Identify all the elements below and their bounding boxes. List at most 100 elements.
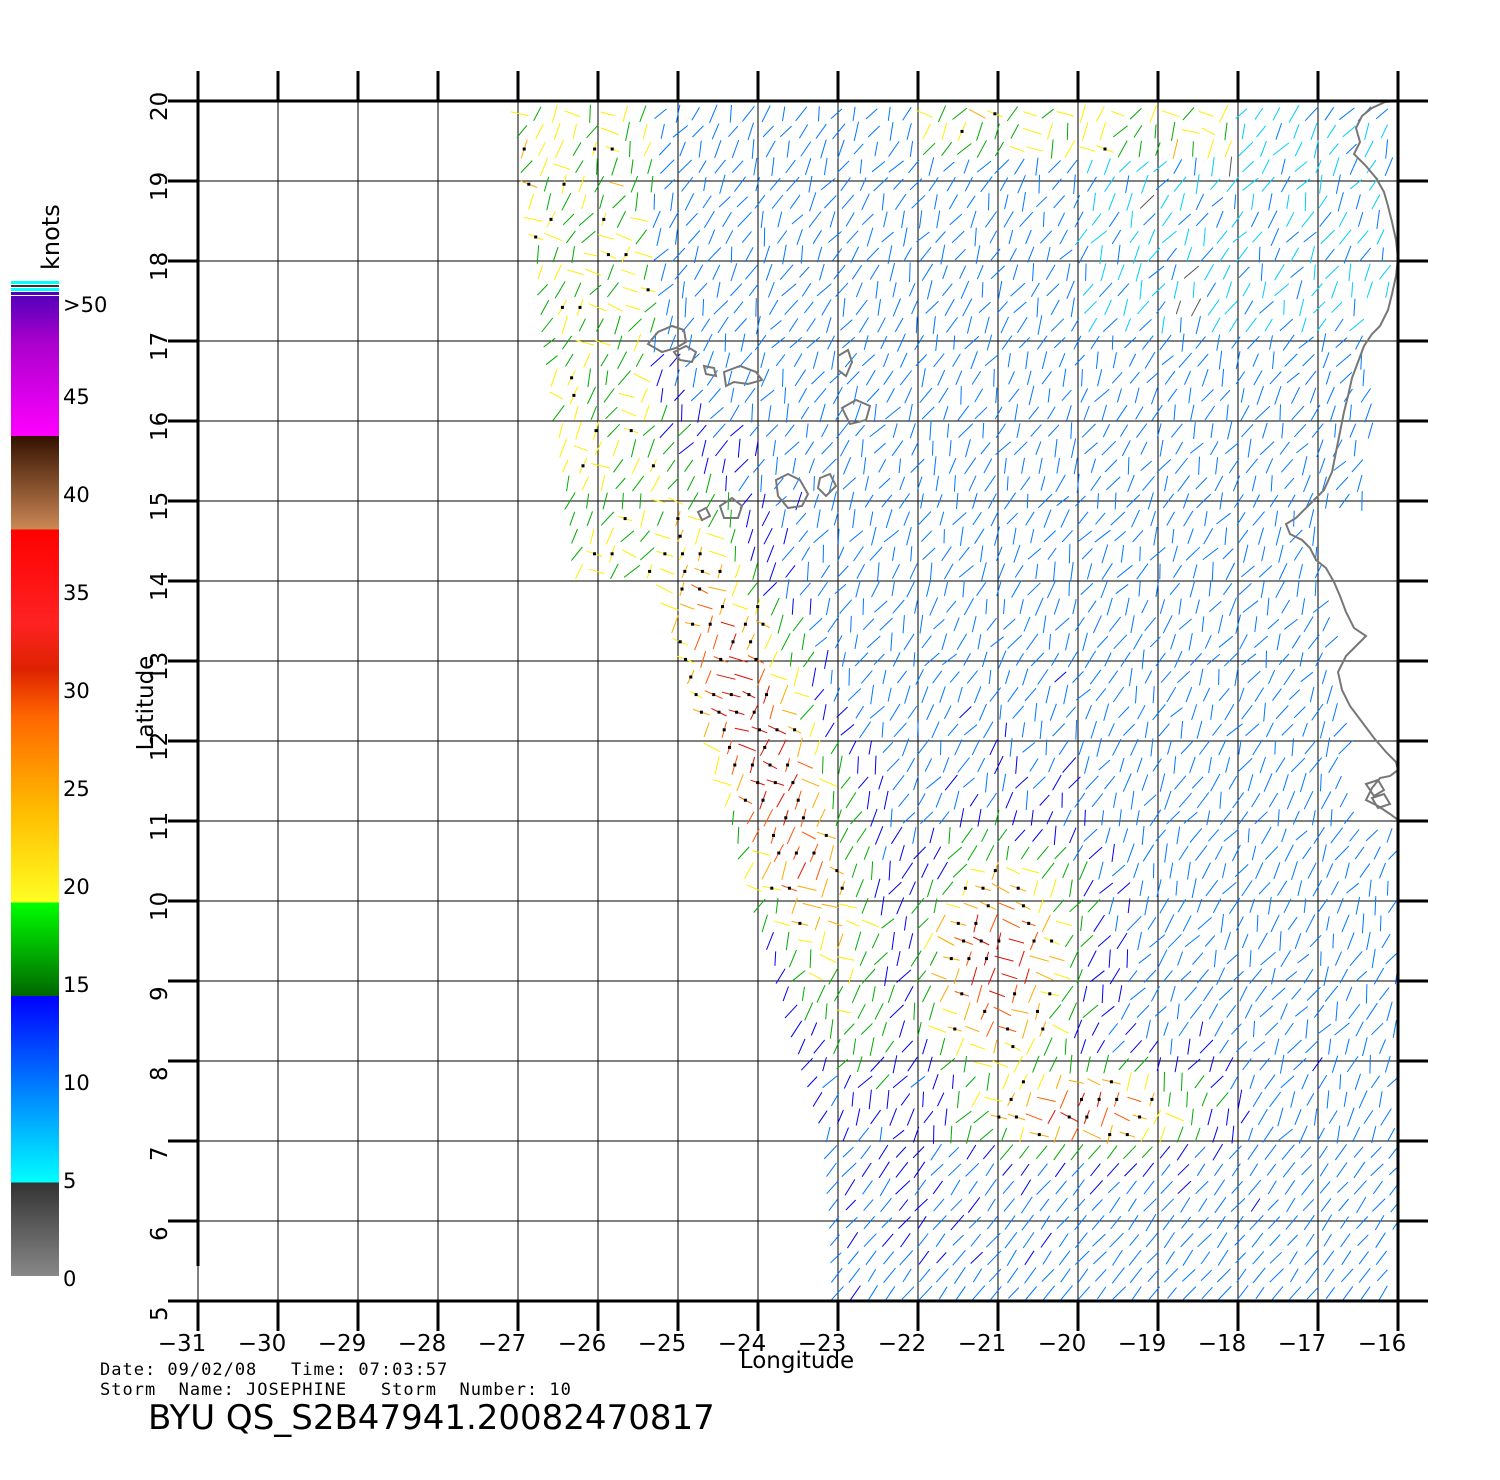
wind-vector [1294, 161, 1308, 172]
wind-vector [761, 493, 766, 509]
wind-vector [1283, 668, 1296, 686]
wind-vector [899, 370, 912, 386]
wind-vector [1199, 668, 1204, 686]
wind-vector [1244, 300, 1254, 315]
wind-vector [826, 1162, 837, 1177]
wind-vector [746, 884, 762, 893]
wind-vector [936, 494, 943, 508]
wind-vector [1013, 544, 1021, 563]
wind-vector [1301, 1164, 1313, 1176]
wind-vector [706, 532, 725, 540]
wind-vector [921, 863, 929, 878]
wind-vector [578, 212, 594, 227]
wind-vector [1178, 1021, 1189, 1037]
wind-vector [660, 123, 665, 139]
rain-flag-marker [534, 235, 538, 239]
wind-vector [1156, 423, 1162, 438]
wind-vector [939, 811, 950, 825]
wind-vector [1306, 1092, 1315, 1106]
wind-vector [669, 353, 681, 367]
wind-vector [776, 230, 788, 244]
wind-vector [851, 264, 863, 280]
wind-vector [964, 457, 977, 475]
wind-vector [1228, 458, 1240, 474]
wind-vector [1020, 1196, 1033, 1214]
wind-vector [728, 656, 748, 663]
wind-vector [1196, 898, 1203, 913]
wind-vector [1039, 1198, 1050, 1212]
wind-vector [635, 229, 648, 245]
wind-vector [932, 440, 934, 456]
wind-vector [703, 722, 710, 738]
rain-flag-marker [1021, 1080, 1025, 1084]
wind-vector [1266, 597, 1270, 616]
wind-vector [1291, 987, 1302, 1000]
wind-vector [621, 409, 637, 417]
wind-vector [1357, 1234, 1369, 1246]
wind-vector [684, 193, 695, 211]
longitude-tick-label: −24 [718, 1331, 767, 1357]
wind-vector [1300, 1146, 1312, 1159]
wind-vector [1311, 810, 1316, 826]
wind-vector [918, 210, 923, 229]
wind-vector [901, 862, 914, 879]
wind-vector [898, 1020, 906, 1038]
x-axis-label: Longitude [740, 1348, 854, 1374]
wind-vector [1234, 194, 1237, 210]
wind-vector [1108, 670, 1119, 684]
wind-vector [1272, 107, 1281, 121]
wind-vector [1068, 776, 1081, 789]
wind-vector [1141, 174, 1149, 194]
wind-vector [816, 808, 826, 828]
wind-vector [867, 1285, 879, 1301]
wind-vector [1096, 1040, 1106, 1054]
wind-vector [708, 509, 719, 528]
wind-vector [865, 247, 880, 262]
wind-vector [980, 442, 991, 455]
wind-vector [987, 1250, 1002, 1266]
wind-vector [1226, 1108, 1230, 1126]
wind-vector [1088, 317, 1098, 333]
wind-vector [873, 177, 889, 192]
wind-vector [1358, 1267, 1371, 1283]
rain-flag-marker [981, 886, 985, 890]
wind-vector [1351, 282, 1354, 298]
wind-vector [931, 972, 947, 980]
wind-vector [1225, 281, 1232, 299]
wind-vector [752, 850, 771, 856]
wind-vector [1366, 281, 1373, 299]
wind-vector [1304, 106, 1319, 122]
wind-vector [1330, 405, 1336, 421]
wind-vector [639, 105, 647, 123]
wind-vector [1242, 1058, 1252, 1071]
rain-flag-marker [722, 728, 726, 732]
wind-vector [779, 264, 794, 281]
wind-vector [1265, 458, 1274, 474]
wind-vector [833, 1038, 841, 1055]
rain-flag-marker [719, 657, 723, 661]
wind-vector [1247, 670, 1261, 684]
wind-vector [1177, 1180, 1192, 1195]
wind-vector [1111, 371, 1123, 384]
wind-vector [559, 438, 567, 458]
wind-vector [1070, 1143, 1084, 1161]
wind-vector [1247, 335, 1260, 350]
wind-vector [1126, 192, 1133, 211]
wind-vector [1027, 548, 1042, 560]
rain-flag-marker [1011, 1045, 1015, 1049]
wind-vector [1227, 421, 1233, 440]
wind-vector [1241, 565, 1255, 578]
wind-vector [839, 827, 849, 843]
wind-vector [957, 405, 970, 421]
wind-vector [854, 652, 869, 667]
wind-vector [1177, 1163, 1190, 1176]
wind-vector [1243, 544, 1249, 563]
wind-vector [1207, 299, 1220, 316]
latitude-tick-label: 8 [147, 1066, 173, 1081]
wind-vector [1221, 368, 1225, 387]
wind-vector [913, 1002, 916, 1021]
longitude-tick-label: −30 [238, 1331, 287, 1357]
wind-vector [1268, 669, 1276, 685]
wind-vector [1099, 122, 1107, 141]
wind-vector [1210, 441, 1219, 456]
